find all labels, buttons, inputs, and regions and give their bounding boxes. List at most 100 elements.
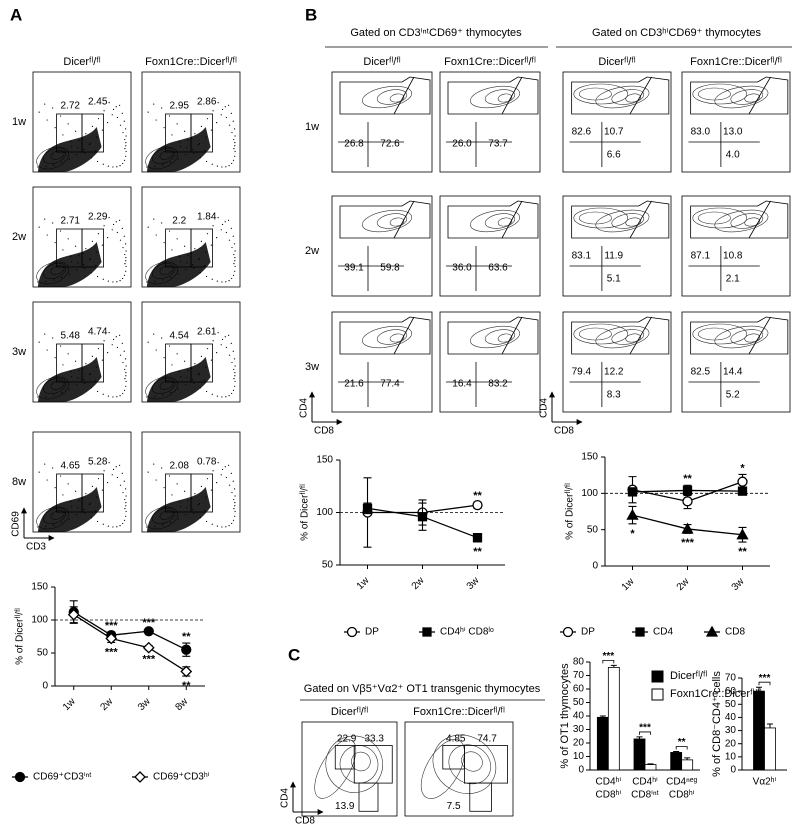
y-tick-label: 0 [42,681,48,692]
event [38,111,40,113]
gate [339,200,431,239]
contour [470,85,520,109]
event [97,478,100,480]
contour [730,213,764,229]
event [220,114,222,116]
contour [730,89,764,105]
event [111,344,113,346]
marker [142,641,155,654]
event [206,348,209,350]
gate [571,316,670,355]
gate-value: 4.54 [170,331,190,342]
row-label: 1w [305,121,319,133]
y-tick-label: 100 [581,488,598,499]
contour [448,744,492,785]
event [210,489,213,491]
gate [190,113,213,153]
x-tick-label: 1w [620,576,637,593]
gate [190,343,213,383]
marker [681,522,694,534]
gate-value: 82.6 [572,127,592,138]
gate [81,228,104,268]
axis-label: CD8 [554,426,574,437]
gate [393,200,415,239]
event [119,104,121,106]
event [155,119,157,121]
event [97,233,100,235]
event [230,472,232,474]
event [37,396,39,398]
contour [497,93,513,103]
marker [180,665,193,678]
event [194,248,196,250]
event [102,278,104,280]
significance: *** [681,537,695,549]
event [123,480,125,482]
event [210,359,213,361]
y-tick-label: 40 [573,711,585,722]
events-cloud [146,487,211,532]
event [74,490,77,492]
event [211,523,213,525]
legend-marker [134,771,146,783]
contour [611,329,645,345]
gate-value: 87.1 [691,251,711,262]
event [125,250,127,252]
gate-value: 7.5 [447,801,461,812]
event [183,130,186,132]
event [200,240,203,242]
event [102,393,104,395]
x-tick-label: 2w [98,696,115,713]
marker [472,533,483,543]
contour [730,329,764,345]
event [155,234,157,236]
significance: ** [473,546,482,558]
y-tick-label: 150 [581,452,598,463]
gate-value: 10.8 [723,251,743,262]
bar [681,759,694,771]
gate-value: 1.84 [197,212,217,223]
y-tick-label: 0 [730,765,736,776]
legend-label: DP [581,627,595,638]
event [112,166,114,168]
axis-label: CD8 [295,816,315,827]
gate [748,200,771,239]
event [206,478,209,480]
event [124,263,126,265]
gate-value: 11.9 [604,251,623,262]
y-tick-label: 50 [322,560,334,571]
event [62,364,64,366]
y-tick-label: 100 [316,507,333,518]
y-tick-label: 150 [31,582,48,593]
event [67,353,69,355]
y-tick-label: 150 [316,455,333,466]
event [107,122,109,124]
gate [690,76,789,115]
y-tick-label: 70 [725,673,737,684]
event [205,275,208,278]
y-tick-label: 50 [587,524,599,535]
event [168,475,171,477]
event [232,350,234,352]
y-tick-label: 20 [725,738,737,749]
event [212,470,214,472]
column-header: Foxn1Cre::Dicerᶠˡ/ᶠˡ [690,56,782,68]
event [119,524,121,527]
event [119,394,121,397]
event [125,145,127,147]
event [124,253,126,256]
event [161,107,163,109]
event [125,265,127,268]
event [228,124,231,126]
event [125,505,127,507]
gate-value: 5.2 [726,390,740,401]
y-tick-label: 50 [573,697,585,708]
event [97,348,100,350]
legend-marker [346,626,358,638]
event [234,155,236,157]
event [108,462,110,464]
event [112,223,115,226]
event [122,522,124,525]
contour [744,217,760,227]
x-tick-label: CD4ʰⁱ [596,777,622,788]
